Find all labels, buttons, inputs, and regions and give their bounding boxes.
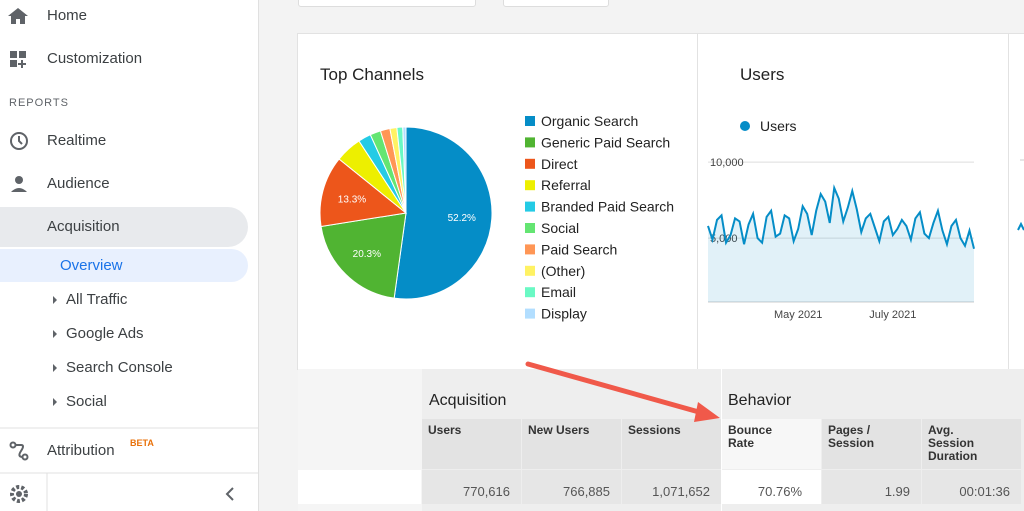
cell-bg bbox=[522, 470, 621, 504]
slice-label: 20.3% bbox=[353, 249, 381, 260]
partial-line bbox=[1017, 221, 1024, 231]
table-cell: 00:01:36 bbox=[959, 484, 1010, 499]
charts: Top Channels Users 52.2% Organic Search 20… bbox=[319, 65, 1024, 322]
legend-swatch bbox=[525, 244, 535, 255]
nav-item[interactable]: Home bbox=[47, 7, 88, 24]
legend-swatch bbox=[525, 287, 535, 298]
cell-bg bbox=[722, 470, 821, 504]
settings-icon[interactable] bbox=[10, 485, 28, 503]
nav-subitem[interactable]: Search Console bbox=[66, 359, 173, 376]
legend-label: Direct bbox=[541, 156, 578, 172]
chart-title: Users bbox=[740, 65, 784, 84]
legend-label: Referral bbox=[541, 177, 591, 193]
area bbox=[708, 187, 974, 302]
expand-caret bbox=[53, 364, 57, 372]
chart-title: Top Channels bbox=[320, 65, 424, 84]
slice-label: 52.2% bbox=[448, 213, 476, 224]
pie-slice bbox=[393, 126, 493, 300]
column-header[interactable]: Pages / Session bbox=[828, 423, 875, 450]
x-tick-label: May 2021 bbox=[774, 309, 822, 321]
row-label-bg bbox=[298, 470, 421, 504]
users-card bbox=[697, 33, 1009, 370]
beta-badge: BETA bbox=[130, 438, 154, 448]
legend-swatch bbox=[525, 265, 535, 276]
legend-label: Branded Paid Search bbox=[541, 199, 674, 215]
expand-caret bbox=[53, 398, 57, 406]
nav-item[interactable]: Acquisition bbox=[47, 218, 120, 235]
column-header[interactable]: New Users bbox=[528, 423, 590, 437]
expand-caret bbox=[53, 330, 57, 338]
slice-label: 13.3% bbox=[338, 195, 366, 206]
legend-label: Users bbox=[760, 118, 797, 134]
column-header-bg bbox=[922, 419, 1021, 469]
line bbox=[707, 184, 975, 250]
nav-subitem[interactable]: Google Ads bbox=[66, 325, 144, 342]
attribution-icon bbox=[9, 441, 29, 461]
pie-slice bbox=[402, 126, 407, 214]
column-header[interactable]: Bounce Rate bbox=[728, 423, 773, 450]
pie-slice bbox=[320, 212, 407, 299]
legend-marker bbox=[740, 121, 750, 131]
table-cell: 770,616 bbox=[463, 484, 510, 499]
table-cell: 70.76% bbox=[757, 484, 802, 499]
nav-item[interactable]: Audience bbox=[47, 175, 110, 192]
section-label: REPORTS bbox=[9, 97, 69, 109]
legend-swatch bbox=[525, 201, 535, 212]
legend-swatch bbox=[525, 137, 535, 148]
y-tick-label: 10,000 bbox=[710, 157, 744, 169]
cell-bg bbox=[922, 470, 1021, 504]
column-header-bg bbox=[722, 419, 821, 469]
collapse-icon[interactable] bbox=[225, 487, 234, 501]
cell-bg bbox=[822, 470, 921, 504]
legend-label: Email bbox=[541, 284, 576, 300]
x-tick-label: July 2021 bbox=[869, 309, 916, 321]
legend-label: Display bbox=[541, 306, 587, 322]
nav-item[interactable]: Customization bbox=[47, 50, 143, 67]
table-cell: 766,885 bbox=[563, 484, 610, 499]
column-header-bg bbox=[422, 419, 521, 469]
nav-item[interactable]: Attribution bbox=[47, 442, 115, 459]
legend-swatch bbox=[525, 180, 535, 191]
legend-label: Organic Search bbox=[541, 113, 638, 129]
home-icon bbox=[8, 8, 28, 24]
selected-highlight bbox=[0, 249, 248, 282]
column-header[interactable]: Users bbox=[428, 423, 462, 437]
expand-caret bbox=[53, 296, 57, 304]
button[interactable] bbox=[503, 0, 609, 7]
group-header: Acquisition bbox=[429, 392, 507, 409]
column-header-bg bbox=[622, 419, 721, 469]
column-header-bg bbox=[522, 419, 621, 469]
group-header: Behavior bbox=[728, 392, 792, 409]
active-highlight bbox=[0, 207, 248, 247]
button[interactable] bbox=[298, 0, 476, 7]
cell-bg bbox=[622, 470, 721, 504]
column-header-bg bbox=[822, 419, 921, 469]
audience-icon bbox=[11, 176, 27, 192]
column-header[interactable]: Avg. Session Duration bbox=[928, 423, 978, 463]
legend-label: Social bbox=[541, 220, 579, 236]
pie-slice bbox=[319, 158, 408, 228]
legend-label: (Other) bbox=[541, 263, 585, 279]
group-divider bbox=[721, 369, 722, 511]
nav-subitem[interactable]: All Traffic bbox=[66, 291, 128, 308]
nav-item[interactable]: Realtime bbox=[47, 132, 107, 149]
legend-swatch bbox=[525, 158, 535, 169]
nav-subitem[interactable]: Overview bbox=[60, 257, 123, 274]
nav-subitem[interactable]: Social bbox=[66, 393, 107, 410]
legend-swatch bbox=[525, 223, 535, 233]
customization-icon bbox=[10, 51, 26, 68]
legend-swatch bbox=[525, 308, 535, 319]
table-content: Acquisition Behavior Users 770,616 New Users… bbox=[298, 369, 1024, 511]
table-cell: 1.99 bbox=[884, 484, 910, 499]
realtime-icon bbox=[10, 132, 28, 150]
table-cell: 1,071,652 bbox=[652, 484, 710, 499]
legend-label: Paid Search bbox=[541, 241, 617, 257]
sidebar: Home Customization REPORTS Realtime Audience… bbox=[0, 0, 259, 511]
cell-bg bbox=[422, 470, 521, 504]
legend-label: Generic Paid Search bbox=[541, 134, 670, 150]
column-header[interactable]: Sessions bbox=[628, 423, 681, 437]
legend-swatch bbox=[525, 116, 535, 126]
